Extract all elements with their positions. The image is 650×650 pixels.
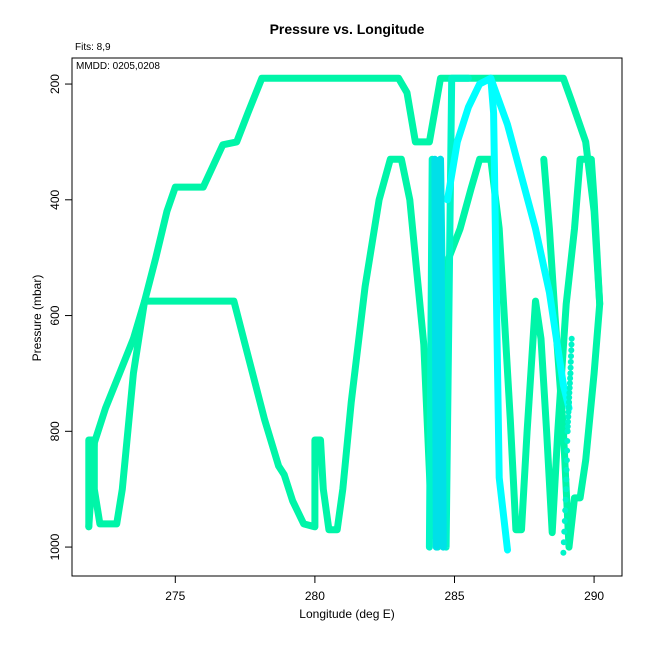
series-line-2	[85, 155, 604, 539]
y-axis-label: Pressure (mbar)	[30, 275, 44, 362]
plot-area	[85, 74, 604, 556]
y-tick-label: 200	[48, 74, 62, 94]
series-line-5	[487, 74, 573, 412]
dotted-point	[563, 466, 570, 473]
dotted-point	[566, 389, 573, 396]
dotted-point	[568, 335, 575, 342]
dotted-point	[564, 428, 571, 435]
chart-title: Pressure vs. Longitude	[270, 21, 425, 37]
x-tick-label: 290	[584, 589, 604, 603]
dotted-point	[566, 380, 573, 387]
dotted-point	[565, 404, 572, 411]
x-tick-label: 275	[165, 589, 185, 603]
dotted-point	[562, 496, 569, 503]
dotted-point	[568, 347, 575, 354]
dotted-point	[568, 353, 574, 360]
dotted-point	[567, 370, 574, 377]
y-tick-label: 600	[48, 305, 62, 325]
dotted-point	[560, 539, 567, 546]
dotted-point	[565, 409, 572, 415]
dotted-point	[562, 507, 569, 514]
x-tick-label: 285	[444, 589, 464, 603]
dotted-point	[564, 438, 571, 444]
dotted-point	[560, 549, 567, 556]
y-tick-label: 1000	[48, 533, 62, 560]
x-axis: 275 280 285 290	[165, 576, 604, 603]
y-axis: 200 400 600 800 1000	[48, 74, 72, 560]
dotted-point	[563, 476, 570, 483]
dotted-point	[567, 375, 574, 382]
x-axis-label: Longitude (deg E)	[299, 607, 394, 621]
dotted-point	[567, 364, 574, 371]
dotted-point	[568, 341, 575, 348]
dotted-point	[566, 399, 572, 406]
plot-frame	[71, 57, 623, 577]
dotted-point	[563, 486, 570, 493]
y-tick-label: 800	[48, 421, 62, 441]
y-tick-label: 400	[48, 189, 62, 209]
dotted-point	[563, 457, 570, 464]
dotted-point	[565, 413, 572, 420]
dotted-point	[564, 423, 571, 430]
dotted-point	[567, 358, 574, 365]
series-line-4	[444, 74, 511, 554]
x-tick-label: 280	[305, 589, 325, 603]
fits-annotation: Fits: 8,9	[75, 42, 111, 53]
dotted-point	[565, 418, 571, 425]
dotted-point	[566, 384, 573, 391]
dotted-point	[561, 518, 568, 524]
dotted-point	[561, 528, 568, 535]
series-line-1	[85, 74, 604, 551]
mmdd-annotation: MMDD: 0205,0208	[76, 61, 160, 72]
dotted-point	[564, 447, 571, 454]
series-line-6	[431, 155, 447, 551]
dotted-point	[566, 394, 573, 401]
